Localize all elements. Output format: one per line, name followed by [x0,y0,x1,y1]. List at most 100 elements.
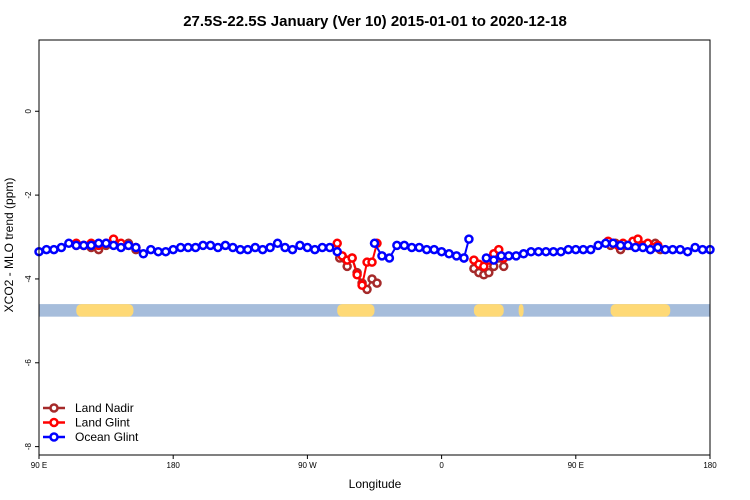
data-point [190,242,201,253]
data-point [347,253,357,263]
data-point [160,246,171,257]
data-point [633,234,643,244]
data-point [421,244,432,255]
y-axis: 0 -2 -4 -6 -8 [24,108,39,450]
data-point [93,238,104,249]
data-point [71,240,82,251]
data-point [257,244,268,255]
data-point [235,244,246,255]
data-point [332,238,342,249]
data-point [377,251,387,261]
data-point [302,242,313,253]
data-point [384,253,395,263]
data-point [78,240,89,251]
data-point [585,244,596,255]
x-tick-label: 90 E [568,461,584,470]
data-point [295,240,305,251]
data-point [526,246,536,257]
legend-marker [49,403,59,413]
data-point [503,251,514,261]
data-point [436,246,447,257]
data-point [287,244,298,255]
data-point [593,240,603,251]
data-point [541,246,551,257]
data-point [556,246,566,257]
x-tick-label: 90 W [298,461,317,470]
data-point [168,244,178,255]
y-tick-label: 0 [24,108,33,113]
data-point [414,242,424,253]
data-point [228,242,238,253]
data-point [367,257,377,267]
data-point [638,242,648,253]
legend-item: Land Glint [43,416,130,430]
land-band-segment [337,304,375,317]
data-point [690,242,700,253]
land-band-segment [473,304,504,317]
legend-label: Ocean Glint [75,430,139,444]
data-point [407,242,417,253]
data-point [518,249,529,259]
data-point [220,240,231,251]
data-point [630,242,641,253]
data-point [600,238,611,249]
data-point [108,240,119,251]
data-point [608,238,618,249]
chart-title: 27.5S-22.5S January (Ver 10) 2015-01-01 … [183,13,567,30]
x-axis-title: Longitude [349,477,402,491]
data-point [533,246,544,257]
data-point [372,278,382,288]
data-point [41,244,52,255]
data-point [464,234,474,244]
legend-marker [49,432,59,442]
data-point [317,242,328,253]
data-point [332,246,342,257]
y-tick-label: -6 [24,359,33,367]
legend-marker [49,417,59,428]
data-point [615,240,626,251]
legend-label: Land Glint [75,416,130,430]
y-tick-label: -4 [24,275,33,283]
data-point [369,238,380,249]
data-point [667,244,678,255]
data-point [682,246,693,257]
y-axis-title: XCO2 - MLO trend (ppm) [2,178,16,313]
x-tick-label: 90 E [31,461,47,470]
data-point [496,251,506,261]
data-point [645,244,656,255]
data-point [399,240,410,251]
data-point [205,240,216,251]
data-point [265,242,275,253]
data-point [429,244,439,255]
data-point [280,242,290,253]
data-point [392,240,402,251]
data-point [101,238,111,249]
data-point [352,269,362,280]
data-point [451,251,462,261]
x-tick-label: 180 [167,461,181,470]
data-point [153,246,164,257]
data-point [49,244,59,255]
legend-item: Land Nadir [43,401,134,415]
data-point [675,244,685,255]
plot-frame [38,39,711,456]
x-tick-label: 0 [439,461,444,470]
data-point [310,244,320,255]
data-point [660,244,671,255]
data-point [243,244,253,255]
plot-area [34,234,715,317]
data-point [623,240,633,251]
data-point [511,251,521,261]
data-point [697,244,708,255]
y-tick-label: -2 [24,191,33,199]
data-point [86,240,96,251]
land-band-segment [610,304,671,317]
y-tick-label: -8 [24,443,33,451]
land-band-segment [518,304,524,317]
data-point [563,244,574,255]
legend-item: Ocean Glint [43,430,139,444]
data-point [444,249,454,259]
data-point [459,253,469,263]
data-point [131,242,141,253]
